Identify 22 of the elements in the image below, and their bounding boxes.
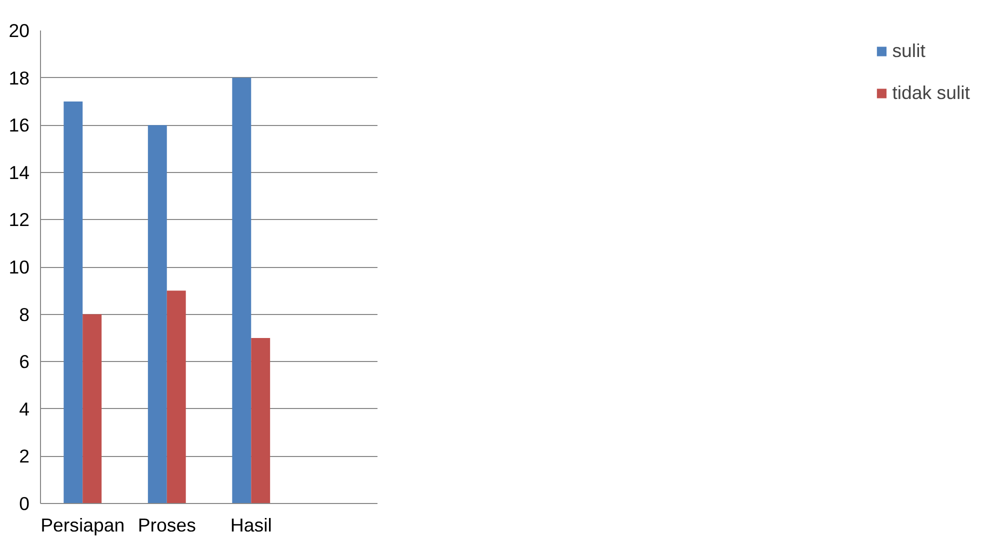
y-tick-label: 4	[19, 398, 30, 420]
y-tick-label: 8	[19, 304, 30, 325]
y-tick-label: 12	[8, 209, 30, 230]
bar	[251, 338, 270, 504]
bar	[232, 78, 252, 504]
y-tick-label: 2	[19, 446, 30, 467]
y-tick-label: 16	[8, 114, 30, 136]
y-tick-label: 6	[19, 351, 30, 372]
y-tick-label: 14	[8, 162, 30, 183]
bar	[166, 290, 186, 504]
y-tick-label: 10	[8, 256, 30, 278]
bar	[82, 314, 102, 504]
bar	[64, 101, 83, 504]
x-tick-label: Hasil	[230, 514, 272, 536]
legend-label: sulit	[892, 40, 926, 62]
y-tick-label: 0	[19, 493, 30, 514]
y-tick-label: 18	[8, 67, 30, 88]
x-tick-label: Proses	[138, 514, 196, 536]
x-tick-label: Persiapan	[40, 514, 125, 536]
y-tick-label: 20	[8, 20, 30, 41]
bar	[148, 125, 167, 504]
legend-label: tidak sulit	[892, 82, 970, 104]
